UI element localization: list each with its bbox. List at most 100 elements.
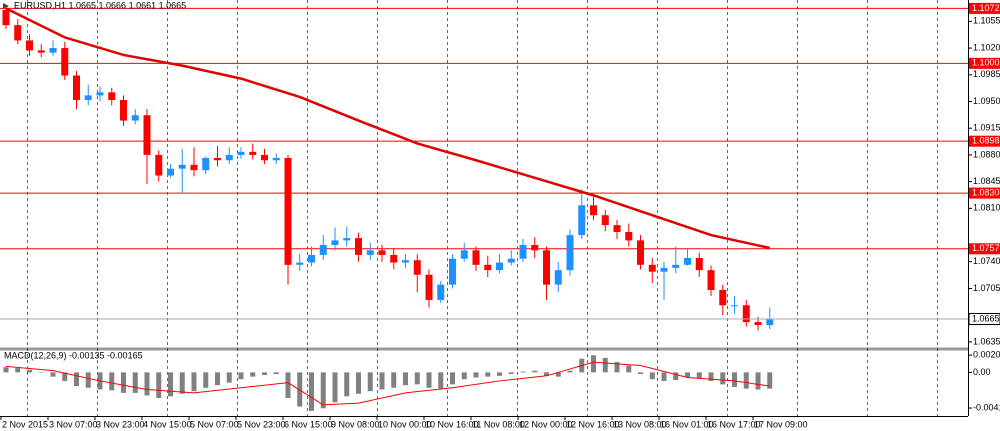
macd-bar xyxy=(309,372,315,411)
level-label: 1.0757 xyxy=(972,243,1000,253)
macd-bar xyxy=(696,372,702,379)
candle-body xyxy=(131,115,139,121)
macd-bar xyxy=(332,372,338,403)
x-tick-label: 12 Nov 00:00 xyxy=(519,419,573,429)
macd-bar xyxy=(15,368,21,373)
x-tick-label: 6 Nov 15:00 xyxy=(284,419,333,429)
candle-body xyxy=(449,258,457,285)
x-tick-label: 11 Nov 08:00 xyxy=(472,419,525,429)
macd-bar xyxy=(367,372,373,392)
candle-body xyxy=(578,205,586,236)
macd-bar xyxy=(156,372,162,399)
macd-bar xyxy=(73,372,79,387)
x-tick-label: 5 Nov 07:00 xyxy=(190,419,239,429)
candle-body xyxy=(766,319,774,326)
y-tick-label: 1.1020 xyxy=(973,42,1000,52)
level-label: 1.1072 xyxy=(972,3,1000,13)
x-tick-label: 13 Nov 08:00 xyxy=(613,419,667,429)
x-tick-label: 12 Nov 16:00 xyxy=(566,419,620,429)
macd-bar xyxy=(708,372,714,381)
title-icon xyxy=(3,3,9,9)
macd-bar xyxy=(767,372,773,389)
candle-body xyxy=(84,95,92,100)
indicator-y-tick-label: 0.00202 xyxy=(973,349,1000,359)
candle-body xyxy=(684,257,692,265)
macd-bar xyxy=(191,372,197,392)
plot xyxy=(0,7,968,411)
macd-bar xyxy=(755,372,761,390)
candle-body xyxy=(261,154,269,161)
chart-title: EURUSD,H1 1.0665 1.0666 1.0661 1.0665 xyxy=(14,0,186,10)
candle-body xyxy=(496,262,504,271)
indicator-title: MACD(12,26,9) -0.00135 -0.00165 xyxy=(4,350,143,360)
candle-body xyxy=(143,115,151,155)
macd-bar xyxy=(344,372,350,397)
x-tick-label: 16 Nov 01:00 xyxy=(660,419,714,429)
macd-bar xyxy=(743,372,749,389)
macd-bar xyxy=(732,372,738,387)
candle-body xyxy=(166,168,174,176)
macd-bar xyxy=(167,372,173,397)
candle-body xyxy=(37,50,45,53)
macd-bar xyxy=(485,372,491,377)
macd-bar xyxy=(591,355,597,373)
macd-bar xyxy=(555,372,561,377)
candle-body xyxy=(437,284,445,300)
x-tick-label: 3 Nov 23:00 xyxy=(96,419,145,429)
x-tick-label: 4 Nov 15:00 xyxy=(143,419,192,429)
macd-bar xyxy=(120,372,126,393)
macd-bar xyxy=(544,372,550,376)
macd-bar xyxy=(226,372,232,383)
candle-body xyxy=(566,235,574,271)
macd-bar xyxy=(520,371,526,373)
last-price-tag xyxy=(968,313,1000,325)
indicator-y-tick-label: 0.00 xyxy=(973,367,991,377)
candle-body xyxy=(214,157,222,161)
candle-body xyxy=(319,244,327,255)
candle-body xyxy=(308,254,316,263)
macd-bar xyxy=(273,372,279,375)
candle-body xyxy=(413,260,421,275)
candle-body xyxy=(390,254,398,263)
macd-bar xyxy=(132,372,138,393)
macd-bar xyxy=(62,372,68,381)
candle-body xyxy=(519,244,527,259)
candle-body xyxy=(14,25,22,41)
candle-body xyxy=(190,164,198,171)
x-tick-label: 2 Nov 2015 xyxy=(2,419,48,429)
x-tick-label: 10 Nov 16:00 xyxy=(425,419,479,429)
macd-bar xyxy=(497,372,503,376)
macd-bar xyxy=(3,367,9,373)
level-label: 1.1000 xyxy=(972,58,1000,68)
candle-body xyxy=(343,238,351,241)
candle-body xyxy=(355,238,363,255)
macd-bar xyxy=(144,372,150,396)
candle-body xyxy=(543,250,551,285)
candle-body xyxy=(637,240,645,265)
y-tick-label: 1.0950 xyxy=(973,96,1000,106)
x-tick-label: 9 Nov 08:00 xyxy=(331,419,380,429)
candle-body xyxy=(554,270,562,285)
macd-signal xyxy=(5,361,770,406)
macd-bar xyxy=(473,372,479,378)
level-label: 1.0898 xyxy=(972,136,1000,146)
candle-body xyxy=(49,48,57,53)
indicator-y-tick-label: -0.00417 xyxy=(973,402,1000,412)
macd-bar xyxy=(85,372,91,388)
macd-bar xyxy=(179,372,185,394)
y-tick-label: 1.0985 xyxy=(973,69,1000,79)
candle-body xyxy=(2,9,10,26)
level-tag xyxy=(969,57,1000,69)
candle-body xyxy=(119,99,127,121)
candle-body xyxy=(590,205,598,216)
macd-bar xyxy=(450,372,456,385)
candle-body xyxy=(155,154,163,176)
candle-body xyxy=(672,264,680,268)
x-tick-label: 5 Nov 23:00 xyxy=(237,419,286,429)
y-tick-label: 1.0635 xyxy=(973,336,1000,346)
candle-body xyxy=(25,40,33,51)
candle-body xyxy=(625,232,633,241)
macd-bar xyxy=(379,372,385,390)
macd-bar xyxy=(203,372,209,388)
macd-bar xyxy=(238,372,244,380)
